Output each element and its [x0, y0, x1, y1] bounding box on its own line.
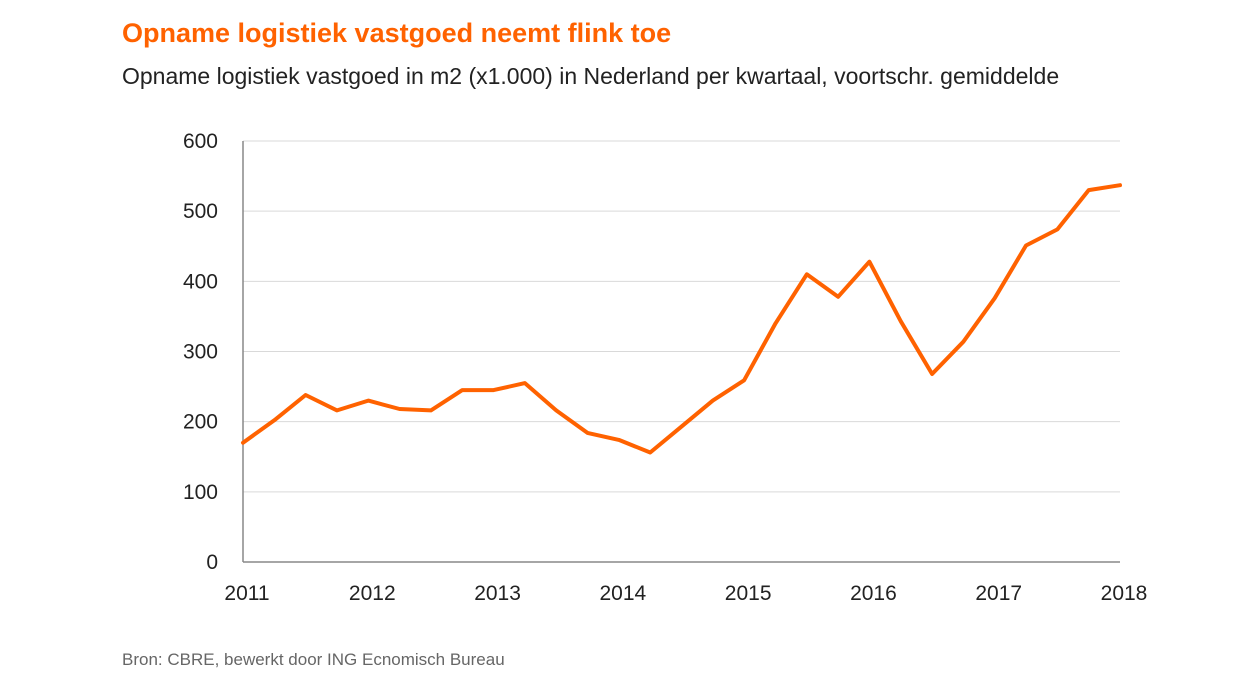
- x-tick-label: 2013: [474, 582, 521, 605]
- y-tick-label: 500: [183, 200, 218, 223]
- chart-title: Opname logistiek vastgoed neemt flink to…: [122, 18, 672, 48]
- chart-subtitle: Opname logistiek vastgoed in m2 (x1.000)…: [122, 63, 1060, 89]
- y-tick-label: 0: [206, 551, 218, 574]
- x-tick-label: 2017: [975, 582, 1022, 605]
- grid-lines: [243, 140, 1120, 493]
- x-tick-label: 2011: [224, 582, 269, 605]
- x-tick-label: 2014: [599, 582, 646, 605]
- x-tick-labels: 2011 2012 2013 2014 2015 2016 2017 2018: [224, 582, 1147, 605]
- source-note: Bron: CBRE, bewerkt door ING Ecnomisch B…: [122, 650, 505, 669]
- y-tick-label: 600: [183, 130, 218, 153]
- axes: [242, 141, 1120, 563]
- x-tick-label: 2012: [349, 582, 396, 605]
- x-tick-label: 2016: [850, 582, 897, 605]
- y-tick-label: 100: [183, 481, 218, 504]
- y-tick-label: 400: [183, 270, 218, 293]
- y-tick-labels: 0 100 200 300 400 500 600: [183, 130, 218, 574]
- y-tick-label: 200: [183, 411, 218, 434]
- series-line-0: [241, 183, 1122, 455]
- x-tick-label: 2018: [1101, 582, 1148, 605]
- x-tick-label: 2015: [725, 582, 772, 605]
- y-tick-label: 300: [183, 341, 218, 364]
- series: [241, 183, 1122, 455]
